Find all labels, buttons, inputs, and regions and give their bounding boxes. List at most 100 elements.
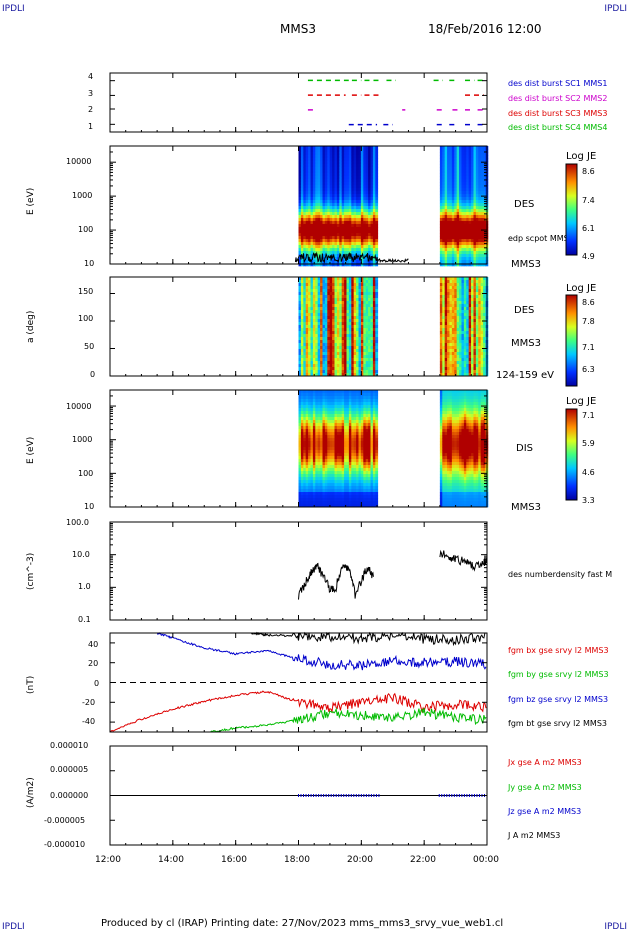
des-energy-cell [324,212,328,216]
burst-legend-mms1: des dist burst SC1 MMS1 [508,79,608,88]
des-pitch-cell [442,301,446,305]
des-energy-cell [348,212,352,216]
des-energy-cell [324,230,328,234]
dis-energy-cell [356,495,359,499]
dis-energy-cell [322,456,326,460]
des-pitch-cell [370,352,374,356]
des-energy-cell [449,245,453,249]
des-energy-cell [327,188,331,192]
des-pitch-cell [451,289,455,293]
des-pitch-cell [442,310,446,314]
des-pitch-cell [439,295,443,299]
des-pitch-cell [329,283,333,287]
des-pitch-cell [300,367,304,371]
des-energy-cell [365,215,369,219]
des-energy-cell [344,146,347,150]
des-energy-cell [310,158,314,162]
des-pitch-cell [329,358,333,362]
des-energy-cell [358,251,362,255]
des-energy-cell [346,188,350,192]
des-pitch-cell [451,316,455,320]
des-pitch-cell [346,289,350,293]
des-energy-cell [439,230,443,234]
des-energy-cell [449,152,453,156]
dis-energy-cell [298,441,302,445]
des-energy-cell [370,158,374,162]
des-energy-cell [451,224,455,228]
des-energy-cell [339,188,343,192]
des-energy-cell [475,239,479,243]
des-energy-cell [298,161,302,165]
des-energy-cell [449,185,453,189]
des-pitch-cell [466,304,470,308]
des-energy-cell [444,260,448,264]
des-pitch-cell [451,340,455,344]
dis-energy-cell [353,411,357,415]
dis-energy-cell [312,438,316,442]
dis-energy-cell [334,396,338,400]
des-energy-cell [475,209,479,213]
des-energy-cell [372,170,376,174]
des-energy-cell [363,167,367,171]
des-energy-cell [300,230,304,234]
dis-energy-cell [303,444,307,448]
des-pitch-cell [310,310,314,314]
dis-energy-cell [308,480,311,484]
dis-energy-cell [320,402,323,406]
dis-energy-ytick: 1000 [72,435,93,444]
dis-energy-cell [305,438,309,442]
des-energy-cell [447,242,450,246]
des-pitch-cell [322,316,326,320]
des-pitch-cell [483,307,486,311]
des-energy-cell [463,164,467,168]
des-energy-cell [451,194,455,198]
dis-energy-cell [298,471,302,475]
des-pitch-cell [456,364,460,368]
des-pitch-cell [339,331,343,335]
des-pitch-cell [363,304,367,308]
des-pitch-cell [303,307,307,311]
dis-energy-cell [344,477,347,481]
des-energy-cell [341,167,345,171]
des-pitch-cell [320,337,323,341]
dis-energy-cell [358,441,362,445]
des-energy-cell [365,185,369,189]
des-energy-cell [353,236,357,240]
des-pitch-cell [449,331,453,335]
des-energy-cell [356,173,359,177]
des-pitch-cell [447,334,450,338]
des-pitch-cell [363,280,367,284]
des-pitch-cell [300,334,304,338]
dis-energy-cell [344,498,347,502]
des-energy-cell [356,158,359,162]
des-energy-cell [324,176,328,180]
des-energy-cell [370,209,374,213]
des-energy-cell [300,149,304,153]
des-pitch-cell [454,361,458,365]
dis-energy-cell [329,474,333,478]
des-energy-cell [315,158,319,162]
des-pitch-cell [370,340,374,344]
des-energy-cell [356,203,359,207]
des-pitch-cell [334,301,338,305]
des-energy-cell [468,185,472,189]
des-energy-cell [363,200,367,204]
dis-energy-cell [339,426,343,430]
dis-energy-cell [303,429,307,433]
des-pitch-cell [332,340,335,344]
des-energy-cell [468,152,472,156]
des-energy-cell [444,224,448,228]
des-energy-cell [315,164,319,168]
des-pitch-cell [329,340,333,344]
des-pitch-cell [447,313,450,317]
des-pitch-cell [363,289,367,293]
des-energy-cell [356,215,359,219]
des-energy-cell [468,224,472,228]
des-energy-cell [375,194,379,198]
des-pitch-cell [324,349,328,353]
des-energy-cell [346,230,350,234]
dis-energy-cell [310,465,314,469]
des-energy-cell [334,146,338,150]
des-energy-cell [478,158,482,162]
des-energy-cell [368,230,371,234]
